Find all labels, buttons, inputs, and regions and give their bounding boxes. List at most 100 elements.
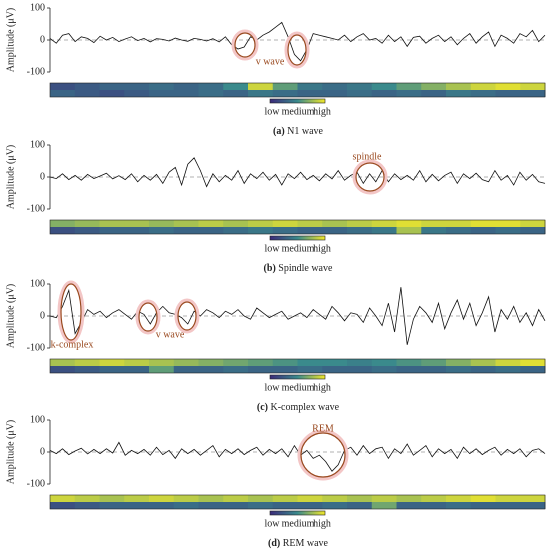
- attention-cell: [248, 227, 274, 234]
- attention-cell: [495, 83, 521, 90]
- highlight-circle: [177, 301, 197, 331]
- attention-cell: [50, 83, 76, 90]
- attention-cell: [223, 83, 249, 90]
- attention-cell: [248, 495, 274, 502]
- attention-cell: [99, 495, 125, 502]
- attention-cell: [470, 366, 496, 373]
- colorbar-label: high: [313, 106, 331, 117]
- attention-cell: [124, 502, 150, 509]
- attention-cell: [495, 366, 521, 373]
- caption: (d) REM wave: [268, 538, 329, 549]
- attention-cell: [198, 90, 224, 97]
- attention-cell: [371, 227, 397, 234]
- y-axis-label: Amplitude (μV): [5, 284, 16, 349]
- attention-cell: [396, 220, 422, 227]
- attention-cell: [446, 366, 472, 373]
- attention-cell: [50, 366, 76, 373]
- attention-cell: [396, 83, 422, 90]
- highlight-glow: [352, 159, 388, 195]
- highlight-glow: [297, 429, 349, 481]
- attention-cell: [248, 366, 274, 373]
- heatmap-border: [49, 82, 546, 98]
- caption-text: Spindle wave: [278, 263, 333, 274]
- attention-cell: [520, 90, 546, 97]
- attention-cell: [272, 495, 298, 502]
- annotation: v wave: [156, 329, 185, 340]
- attention-cell: [74, 366, 100, 373]
- attention-cell: [495, 90, 521, 97]
- attention-cell: [223, 366, 249, 373]
- highlight-circle: [138, 302, 158, 332]
- signal-line: [49, 21, 546, 62]
- caption-label: (a): [273, 126, 285, 137]
- attention-cell: [446, 83, 472, 90]
- attention-cell: [470, 220, 496, 227]
- attention-cell: [520, 83, 546, 90]
- caption: (b) Spindle wave: [264, 263, 333, 274]
- attention-cell: [297, 502, 323, 509]
- attention-cell: [50, 220, 76, 227]
- attention-cell: [347, 220, 373, 227]
- attention-cell: [248, 502, 274, 509]
- y-axis-label: Amplitude (μV): [5, 420, 16, 485]
- attention-cell: [470, 90, 496, 97]
- attention-cell: [272, 227, 298, 234]
- annotation: v wave: [256, 56, 285, 67]
- y-tick-label: 100: [30, 139, 45, 150]
- colorbar-label: medium: [282, 106, 315, 117]
- attention-cell: [421, 227, 447, 234]
- attention-cell: [99, 90, 125, 97]
- annotation: spindle: [353, 151, 382, 162]
- attention-cell: [446, 227, 472, 234]
- attention-cell: [347, 495, 373, 502]
- colorbar-label: medium: [282, 382, 315, 393]
- attention-cell: [421, 366, 447, 373]
- attention-cell: [322, 359, 348, 366]
- caption-text: K-complex wave: [271, 402, 340, 413]
- attention-cell: [272, 83, 298, 90]
- attention-cell: [50, 495, 76, 502]
- attention-cell: [198, 495, 224, 502]
- y-tick-label: 0: [40, 310, 45, 321]
- attention-cell: [396, 495, 422, 502]
- attention-cell: [124, 359, 150, 366]
- attention-cell: [371, 502, 397, 509]
- attention-cell: [520, 366, 546, 373]
- heatmap-border: [49, 358, 546, 374]
- heatmap-border: [49, 494, 546, 510]
- heatmap-border: [49, 219, 546, 235]
- attention-cell: [322, 366, 348, 373]
- attention-cell: [421, 502, 447, 509]
- attention-cell: [223, 502, 249, 509]
- y-tick-label: 100: [30, 414, 45, 425]
- attention-cell: [74, 495, 100, 502]
- y-tick-label: -100: [27, 203, 45, 214]
- highlight-circle: [300, 432, 346, 478]
- y-tick-label: 0: [40, 446, 45, 457]
- attention-cell: [74, 502, 100, 509]
- attention-cell: [297, 90, 323, 97]
- attention-cell: [124, 227, 150, 234]
- attention-cell: [520, 227, 546, 234]
- attention-cell: [520, 359, 546, 366]
- y-axis-label: Amplitude (μV): [5, 145, 16, 210]
- y-axis-label: Amplitude (μV): [5, 8, 16, 73]
- colorbar-label: medium: [282, 243, 315, 254]
- attention-cell: [198, 502, 224, 509]
- attention-cell: [173, 227, 199, 234]
- attention-cell: [371, 366, 397, 373]
- attention-cell: [322, 502, 348, 509]
- attention-cell: [223, 220, 249, 227]
- attention-cell: [396, 502, 422, 509]
- highlight-glow: [231, 29, 259, 61]
- attention-cell: [520, 495, 546, 502]
- attention-cell: [223, 227, 249, 234]
- attention-cell: [50, 359, 76, 366]
- attention-cell: [347, 227, 373, 234]
- attention-cell: [347, 83, 373, 90]
- attention-cell: [396, 227, 422, 234]
- attention-cell: [371, 220, 397, 227]
- attention-cell: [371, 495, 397, 502]
- y-tick-label: -100: [27, 66, 45, 77]
- attention-cell: [371, 90, 397, 97]
